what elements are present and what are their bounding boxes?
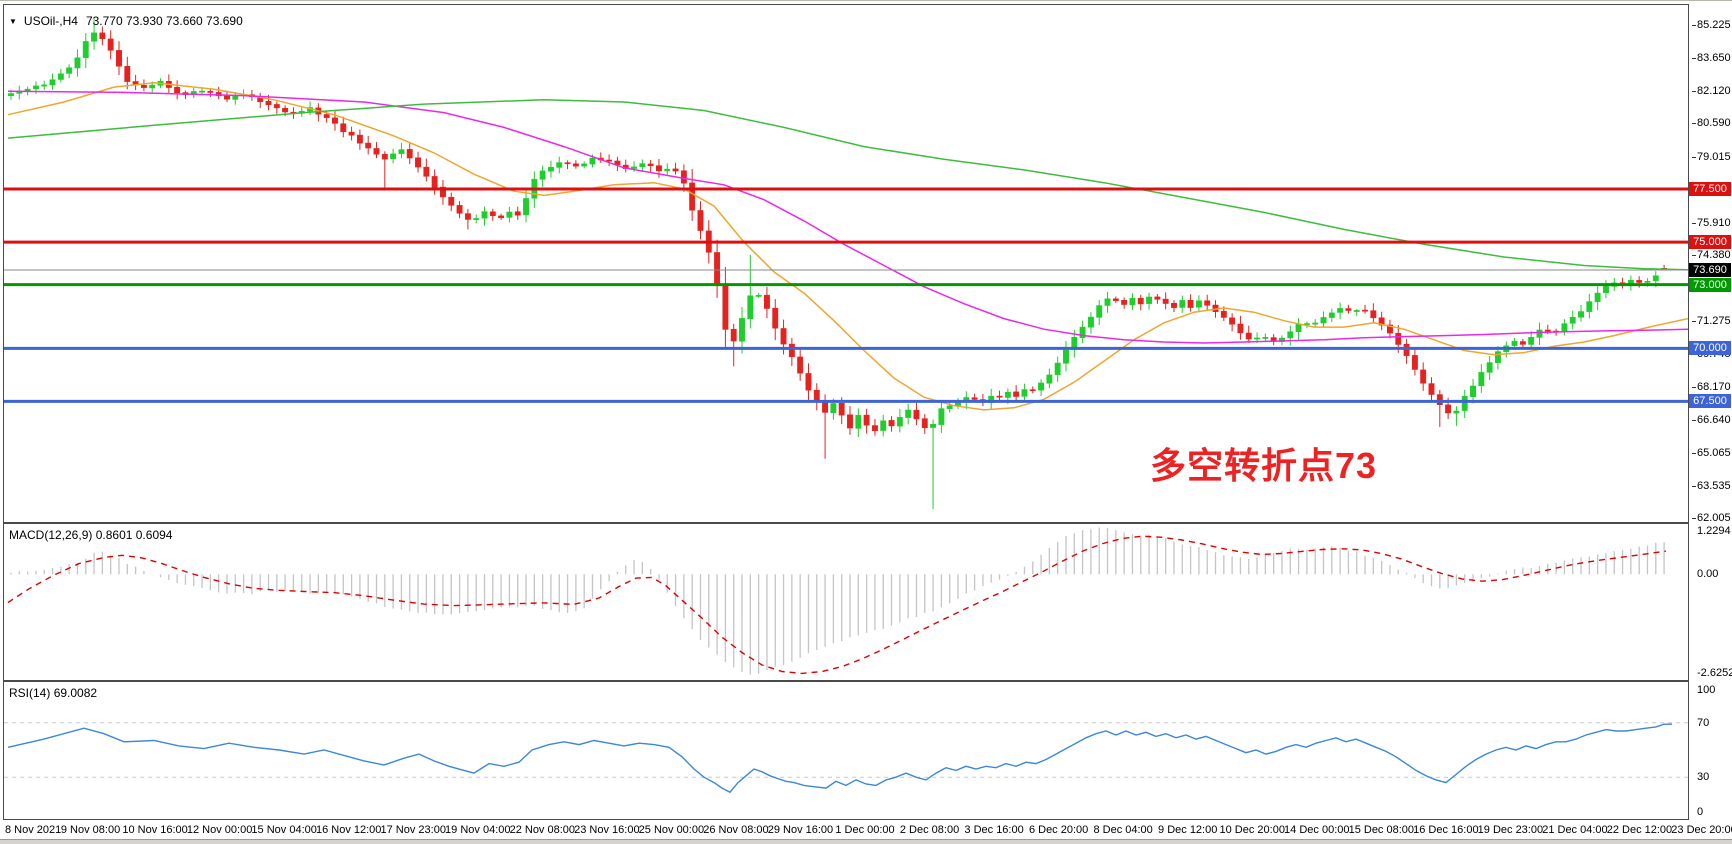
macd-indicator-values: 0.8601 0.6094 — [95, 528, 173, 542]
time-axis-label: 21 Dec 04:00 — [1542, 824, 1608, 836]
price-axis-tick: 66.640 — [1692, 414, 1731, 426]
price-axis-tick: 79.015 — [1692, 151, 1731, 163]
time-axis-label: 6 Dec 20:00 — [1028, 824, 1089, 836]
time-axis-label: 10 Dec 20:00 — [1219, 824, 1285, 836]
ohlc-values: 73.770 73.930 73.660 73.690 — [85, 14, 243, 28]
rsi-axis-label: 30 — [1697, 771, 1710, 784]
time-axis-label: 16 Nov 12:00 — [315, 824, 382, 836]
time-axis-label: 16 Dec 16:00 — [1413, 824, 1479, 836]
price-axis-tick: 62.005 — [1692, 512, 1731, 524]
price-axis[interactable]: 85.225 83.650 82.120 80.590 79.015 75.910 74.3… — [1689, 1, 1732, 820]
time-axis-label: 15 Dec 08:00 — [1348, 824, 1415, 836]
macd-panel — [3, 523, 1689, 681]
macd-axis-label: 1.2294 — [1697, 525, 1731, 537]
time-axis-label: 29 Nov 16:00 — [767, 824, 834, 836]
time-axis-label: 9 Dec 12:00 — [1158, 824, 1218, 836]
price-axis-tick: 74.380 — [1692, 249, 1731, 261]
time-axis-label: 26 Nov 08:00 — [703, 824, 769, 836]
time-axis-label: 23 Dec 20:00 — [1671, 824, 1732, 836]
ma-mid-magenta-line — [7, 90, 1688, 344]
price-axis-tick: 83.650 — [1692, 52, 1731, 64]
rsi-line — [7, 723, 1672, 794]
price-axis-tick: 82.120 — [1692, 85, 1731, 97]
time-axis-label: 1 Dec 00:00 — [835, 824, 895, 836]
rsi-axis-label: 70 — [1697, 716, 1710, 729]
time-axis[interactable]: 8 Nov 2021 9 Nov 08:00 10 Nov 16:00 12 Nov … — [3, 821, 1732, 838]
rsi-axis-label: 100 — [1697, 684, 1716, 696]
time-axis-label: 3 Dec 16:00 — [964, 824, 1024, 836]
macd-canvas[interactable] — [4, 524, 1688, 680]
rsi-axis-label: 0 — [1697, 806, 1704, 818]
time-axis-label: 17 Nov 23:00 — [380, 824, 446, 836]
symbol-timeframe: USOil-,H4 — [23, 14, 78, 28]
rsi-canvas[interactable] — [4, 682, 1688, 819]
price-badge-73.000: 73.000 — [1689, 277, 1731, 292]
time-axis-label: 15 Nov 04:00 — [251, 824, 317, 836]
macd-label: MACD(12,26,9) 0.8601 0.6094 — [9, 528, 172, 542]
time-axis-label: 22 Nov 08:00 — [509, 824, 576, 836]
price-chart-panel — [3, 4, 1689, 523]
price-axis-tick: 80.590 — [1692, 117, 1731, 129]
price-badge-67.500: 67.500 — [1689, 394, 1731, 409]
rsi-indicator-value: 69.0082 — [53, 686, 98, 700]
ma-fast-orange-line — [7, 82, 1688, 411]
price-axis-tick: 68.170 — [1692, 381, 1731, 393]
ma-slow-green-line — [7, 99, 1688, 271]
time-axis-label: 10 Nov 16:00 — [122, 824, 188, 836]
time-axis-label: 8 Dec 04:00 — [1093, 824, 1153, 836]
time-axis-label: 14 Dec 00:00 — [1284, 824, 1350, 836]
window-bottom-edge — [0, 839, 1732, 844]
price-badge-77.500: 77.500 — [1689, 182, 1731, 197]
macd-indicator-name: MACD(12,26,9) — [9, 528, 93, 542]
price-badge-73.690: 73.690 — [1689, 262, 1731, 277]
time-axis-label: 9 Nov 08:00 — [60, 824, 121, 836]
symbol-dropdown-icon[interactable]: ▼ — [9, 17, 17, 26]
price-chart-canvas[interactable] — [4, 5, 1688, 522]
chart-annotation-text: 多空转折点73 — [1150, 445, 1378, 486]
chart-title: ▼ USOil-,H4 73.770 73.930 73.660 73.690 — [9, 14, 243, 28]
price-badge-75.000: 75.000 — [1689, 235, 1731, 250]
macd-axis-label: -2.6252 — [1697, 667, 1732, 679]
time-axis-label: 19 Dec 23:00 — [1477, 824, 1544, 836]
price-axis-tick: 63.535 — [1692, 480, 1731, 492]
time-axis-label: 2 Dec 08:00 — [899, 824, 960, 836]
rsi-panel — [3, 681, 1689, 820]
price-axis-tick: 65.065 — [1692, 447, 1731, 459]
macd-axis-label: 0.00 — [1697, 568, 1719, 581]
time-axis-label: 22 Dec 12:00 — [1606, 824, 1673, 836]
price-axis-tick: 71.275 — [1692, 315, 1731, 327]
price-badge-70.000: 70.000 — [1689, 341, 1731, 356]
time-axis-label: 23 Nov 16:00 — [574, 824, 640, 836]
time-axis-label: 25 Nov 00:00 — [638, 824, 705, 836]
macd-signal-line — [7, 535, 1667, 675]
rsi-label: RSI(14) 69.0082 — [9, 686, 97, 700]
time-axis-label: 19 Nov 04:00 — [445, 824, 511, 836]
candles-layer — [8, 19, 1668, 510]
price-axis-tick: 75.910 — [1692, 217, 1731, 229]
time-axis-label: 8 Nov 2021 — [5, 824, 62, 836]
price-axis-tick: 85.225 — [1692, 19, 1731, 31]
time-axis-label: 12 Nov 00:00 — [186, 824, 253, 836]
rsi-indicator-name: RSI(14) — [9, 686, 51, 700]
